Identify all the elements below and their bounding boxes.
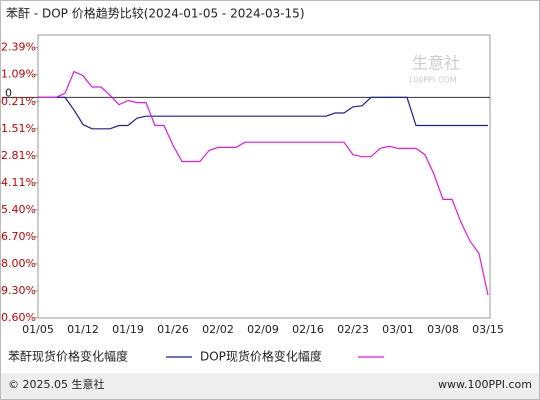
legend-label: 苯酐现货价格变化幅度 (8, 349, 128, 364)
y-tick-label: -9.30% (0, 284, 36, 297)
x-tick-label: 02/09 (247, 323, 279, 336)
legend-label: DOP现货价格变化幅度 (200, 349, 322, 364)
series-line (38, 96, 488, 130)
x-tick-label: 03/08 (427, 323, 459, 336)
y-tick-label: -4.11% (0, 176, 36, 189)
x-tick-label: 03/15 (472, 323, 504, 336)
x-tick-label: 01/19 (112, 323, 144, 336)
x-tick-label: 03/01 (382, 323, 414, 336)
plot-frame (37, 34, 491, 319)
y-tick-label: -10.60% (0, 311, 36, 324)
footer-bar (1, 373, 539, 399)
x-tick-label: 02/02 (202, 323, 234, 336)
watermark-sub: 100PPI.COM (408, 76, 457, 85)
y-tick-label: -6.70% (0, 230, 36, 243)
x-tick-label: 01/05 (22, 323, 54, 336)
series-line (38, 70, 489, 296)
y-tick-label: 1.09% (1, 68, 36, 81)
y-tick-label: -8.00% (0, 257, 36, 270)
x-tick-label: 02/23 (337, 323, 369, 336)
chart-title: 苯酐 - DOP 价格趋势比较(2024-01-05 - 2024-03-15) (6, 6, 305, 21)
footer-left: © 2025.05 生意社 (8, 377, 104, 391)
zero-label: 0 (5, 86, 12, 99)
y-tick-label: -0.21% (0, 95, 36, 108)
y-tick-label: -5.40% (0, 203, 36, 216)
x-tick-label: 01/26 (157, 323, 189, 336)
x-tick-label: 01/12 (67, 323, 99, 336)
footer-right: www.100PPI.com (438, 378, 532, 391)
y-tick-label: -1.51% (0, 122, 36, 135)
y-tick-label: -2.81% (0, 149, 36, 162)
x-tick-label: 02/16 (292, 323, 324, 336)
watermark: 生意社 (412, 54, 460, 73)
y-tick-label: 2.39% (1, 41, 36, 54)
